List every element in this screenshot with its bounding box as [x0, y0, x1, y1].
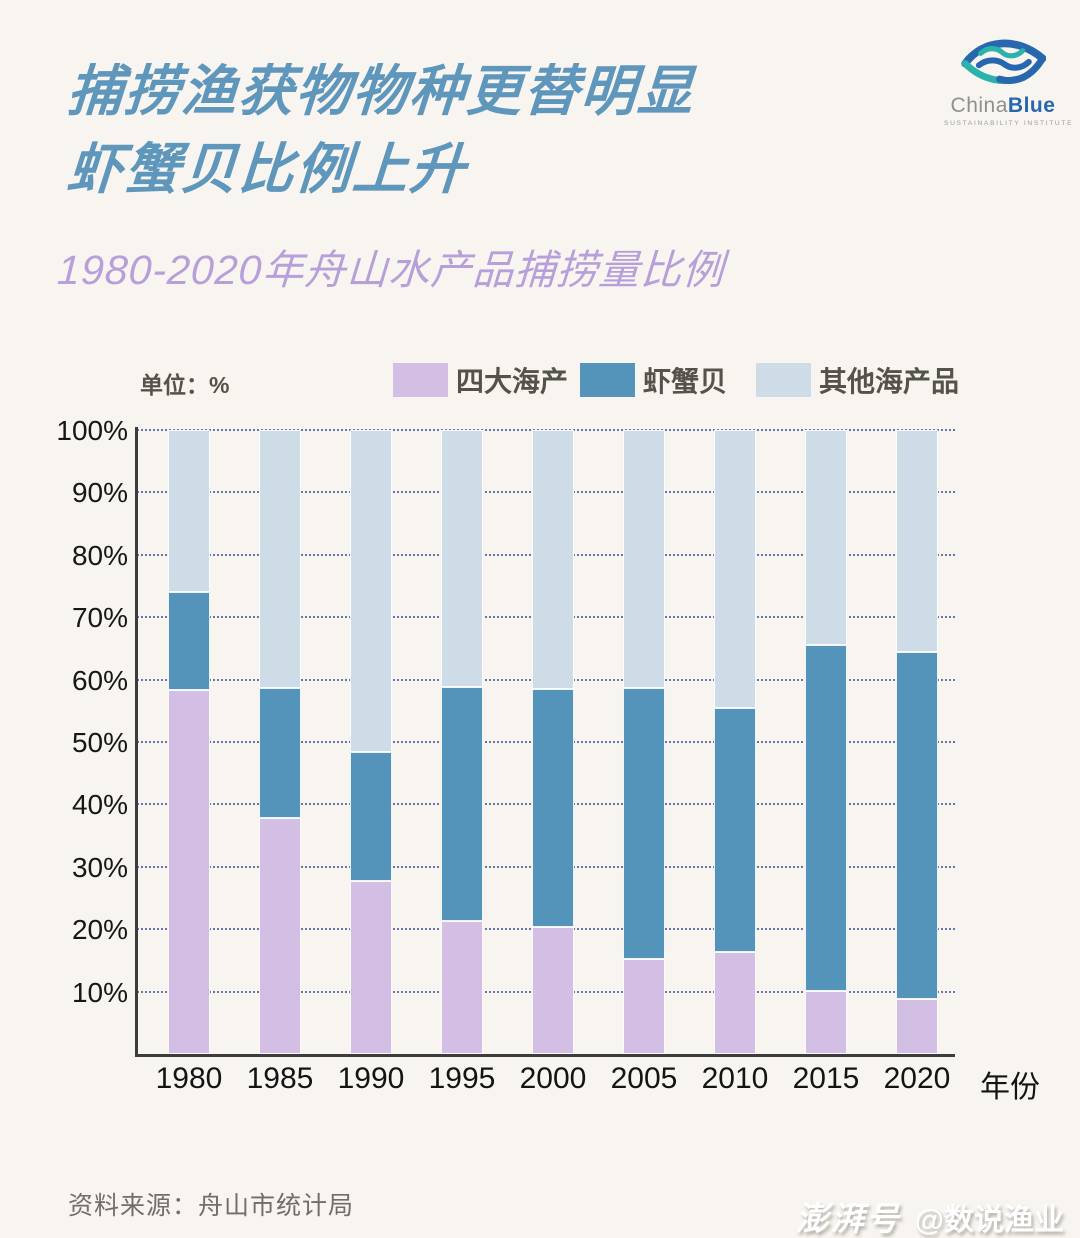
- y-axis-tick-label: 10%: [71, 976, 128, 1008]
- bar-segment-other-seafood: [350, 430, 392, 752]
- watermark-handle: @数说渔业: [914, 1204, 1064, 1237]
- bar-segment-four-major-seafood: [896, 999, 938, 1054]
- y-axis-tick-label: 50%: [71, 727, 128, 758]
- x-axis-tick-label: 1990: [337, 1062, 405, 1095]
- bar-1980: [168, 430, 210, 1054]
- bar-2020: [896, 430, 938, 1054]
- bar-segment-four-major-seafood: [168, 690, 210, 1054]
- chart-subtitle: 1980-2020年舟山水产品捕捞量比例: [56, 247, 726, 293]
- bar-segment-shrimp-crab-shellfish: [350, 752, 392, 882]
- bar-segment-shrimp-crab-shellfish: [441, 687, 483, 922]
- legend-item-four-major-seafood: 四大海产: [393, 361, 568, 399]
- bar-segment-shrimp-crab-shellfish: [259, 687, 301, 819]
- legend-label-other-seafood: 其他海产品: [819, 366, 960, 397]
- bar-segment-four-major-seafood: [441, 921, 483, 1054]
- y-axis-tick-label: 40%: [71, 789, 128, 821]
- grid-line: [137, 429, 955, 431]
- bar-segment-other-seafood: [805, 430, 847, 645]
- x-axis-tick-label: 2000: [519, 1062, 587, 1095]
- watermark-pengpai-logo: 澎湃号: [795, 1200, 901, 1237]
- bar-2000: [532, 430, 574, 1054]
- bar-segment-other-seafood: [714, 430, 756, 709]
- y-axis-line: [135, 427, 138, 1057]
- unit-label: 单位：%: [140, 372, 230, 398]
- x-axis-tick-label: 2005: [610, 1062, 678, 1095]
- bar-1995: [441, 430, 483, 1054]
- y-axis-tick-label: 20%: [71, 914, 128, 946]
- bar-segment-other-seafood: [623, 430, 665, 688]
- x-axis-tick-label: 2015: [792, 1062, 860, 1095]
- bar-segment-shrimp-crab-shellfish: [532, 688, 574, 927]
- bar-segment-four-major-seafood: [623, 959, 665, 1054]
- brand-china: China: [950, 94, 1008, 117]
- watermark: 澎湃号 @数说渔业: [796, 1192, 1064, 1238]
- title-line-2: 虾蟹贝比例上升: [65, 138, 469, 201]
- x-axis-tick-label: 2020: [883, 1062, 951, 1095]
- y-axis-tick-label: 30%: [71, 851, 128, 883]
- legend-label-shrimp-crab-shellfish: 虾蟹贝: [643, 366, 728, 397]
- brand-wordmark: ChinaBlue: [944, 94, 1062, 118]
- x-axis-tick-label: 1980: [155, 1062, 223, 1095]
- x-axis-line: [135, 1054, 955, 1057]
- legend-swatch-other-seafood: [756, 363, 811, 397]
- y-axis-tick-label: 80%: [71, 539, 128, 571]
- legend-swatch-shrimp-crab-shellfish: [580, 363, 635, 397]
- bar-segment-four-major-seafood: [259, 818, 301, 1054]
- bar-1990: [350, 430, 392, 1054]
- bar-segment-other-seafood: [532, 430, 574, 689]
- bar-segment-other-seafood: [168, 430, 210, 592]
- bar-segment-shrimp-crab-shellfish: [168, 591, 210, 691]
- chinablue-logo: ChinaBlue SUSTAINABILITY INSTITUTE: [944, 32, 1074, 127]
- y-axis-tick-label: 70%: [71, 602, 128, 634]
- bar-segment-shrimp-crab-shellfish: [805, 644, 847, 991]
- bar-segment-other-seafood: [259, 430, 301, 688]
- y-axis-tick-label: 90%: [71, 477, 128, 509]
- x-axis-tick-label: 1995: [428, 1062, 496, 1095]
- title-line-1: 捕捞渔获物物种更替明显: [65, 60, 697, 122]
- x-axis-tick-label: 2010: [701, 1062, 769, 1095]
- bar-segment-shrimp-crab-shellfish: [623, 687, 665, 960]
- legend-item-other-seafood: 其他海产品: [756, 361, 959, 399]
- bar-2005: [623, 430, 665, 1054]
- bar-segment-shrimp-crab-shellfish: [896, 651, 938, 1000]
- bar-segment-four-major-seafood: [532, 926, 574, 1054]
- x-axis-tick-label: 1985: [246, 1062, 314, 1095]
- plot-area: [137, 429, 955, 1054]
- brand-tagline: SUSTAINABILITY INSTITUTE: [944, 120, 1074, 127]
- y-axis-tick-label: 100%: [56, 415, 128, 446]
- bar-2015: [805, 430, 847, 1054]
- legend-item-shrimp-crab-shellfish: 虾蟹贝: [580, 361, 727, 399]
- bar-segment-four-major-seafood: [805, 990, 847, 1054]
- legend-swatch-four-major-seafood: [393, 363, 448, 397]
- page-title: 捕捞渔获物物种更替明显 虾蟹贝比例上升: [65, 52, 697, 208]
- brand-blue: Blue: [1007, 94, 1056, 117]
- bar-2010: [714, 430, 756, 1054]
- bar-segment-other-seafood: [441, 430, 483, 688]
- bar-segment-four-major-seafood: [714, 952, 756, 1054]
- legend-label-four-major-seafood: 四大海产: [456, 366, 569, 397]
- bar-segment-four-major-seafood: [350, 881, 392, 1054]
- bar-segment-shrimp-crab-shellfish: [714, 708, 756, 953]
- bar-segment-other-seafood: [896, 430, 938, 652]
- source-note: 资料来源：舟山市统计局: [68, 1192, 355, 1220]
- bar-1985: [259, 430, 301, 1054]
- x-axis-title: 年份: [980, 1071, 1040, 1104]
- y-axis-tick-label: 60%: [71, 664, 128, 696]
- fish-logo-icon: [961, 39, 1046, 85]
